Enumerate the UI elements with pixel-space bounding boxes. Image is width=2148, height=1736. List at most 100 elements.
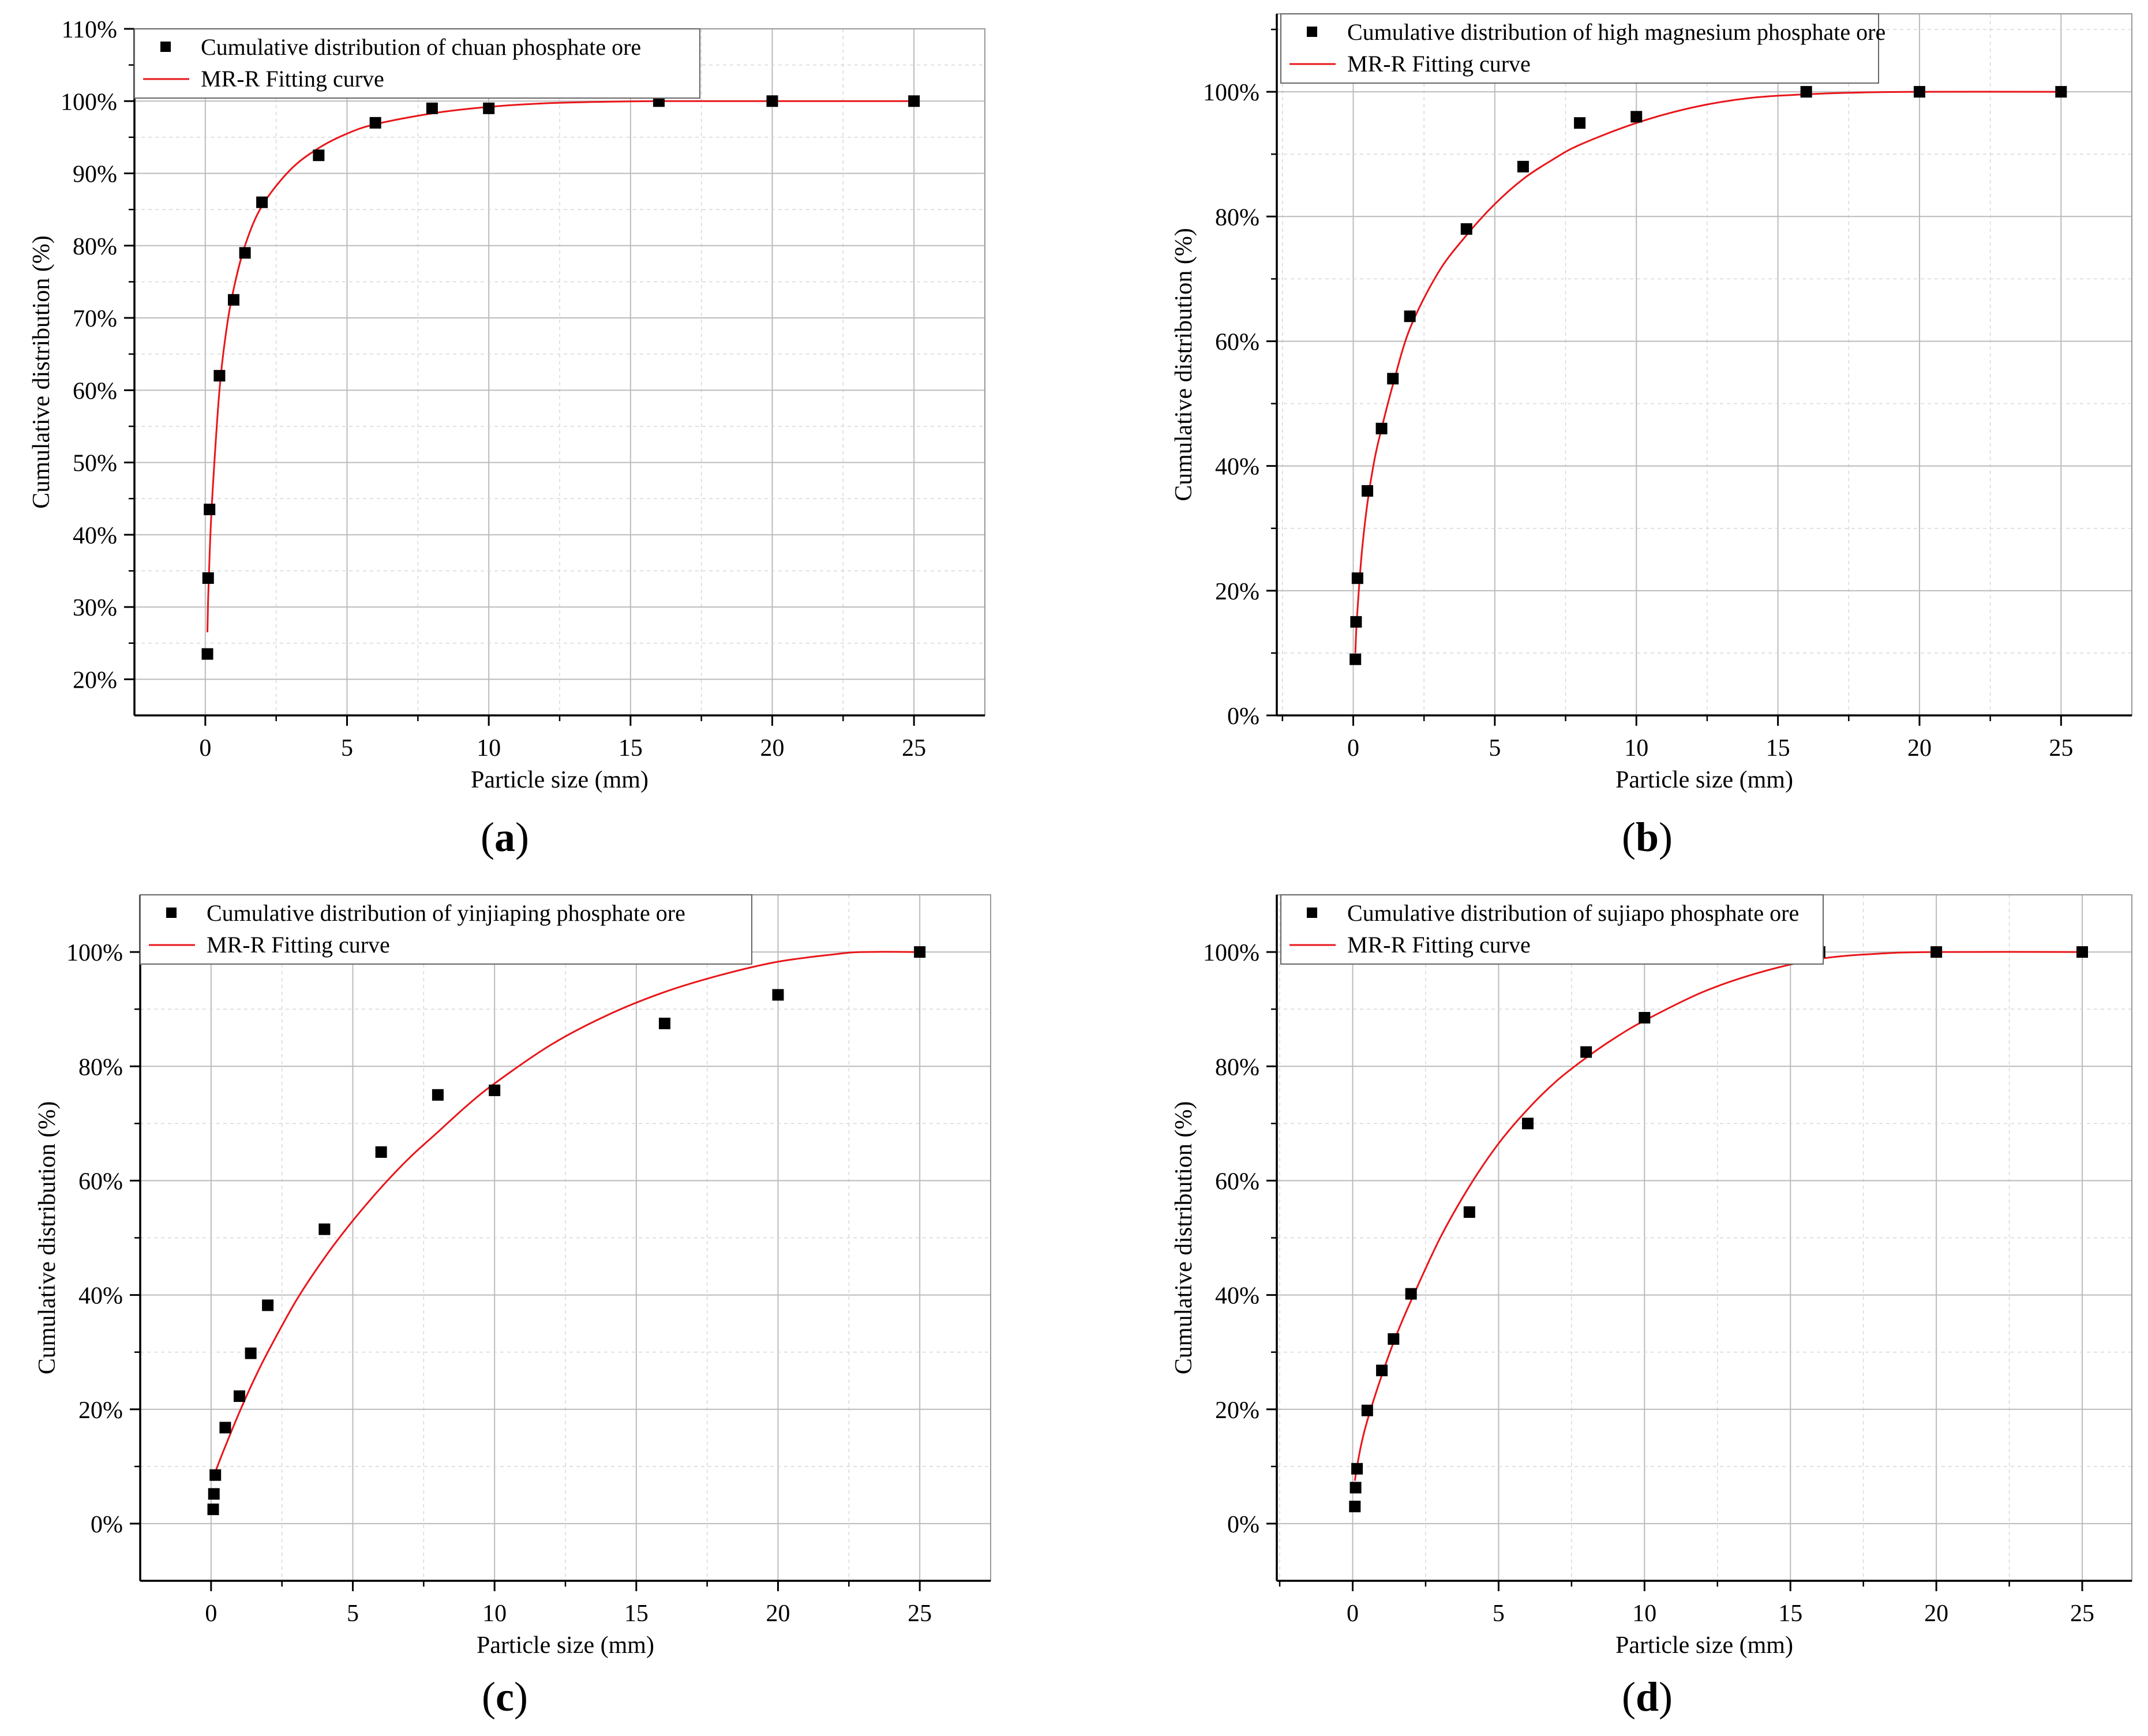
data-point — [1521, 1118, 1534, 1130]
y-tick-label: 110% — [62, 17, 117, 43]
y-tick-label: 0% — [1227, 1512, 1259, 1538]
chart-panel-a: 0 5 10 15 20 25 20% 30% 40% 50% 60% 70% 80% 90% 100% 11… — [0, 0, 1073, 819]
y-tick-label: 80% — [1215, 204, 1259, 231]
y-tick-label: 70% — [73, 306, 117, 332]
caption-a: (a) — [481, 814, 529, 860]
legend-label-points: Cumulative distribution of yinjiaping ph… — [207, 900, 685, 926]
y-tick-label: 40% — [78, 1283, 123, 1310]
chart-panel-b: 0 5 10 15 20 25 0% 20% 40% 60% 80% 100% Particle siz… — [1073, 0, 2148, 819]
data-point — [209, 1469, 222, 1481]
data-points — [1349, 86, 2067, 665]
data-point — [1405, 1288, 1417, 1300]
data-point — [1349, 1482, 1362, 1494]
x-tick-label: 0 — [205, 1600, 217, 1627]
fit-curve-line — [207, 100, 914, 632]
x-tick-label: 25 — [908, 1600, 932, 1627]
y-tick-label: 0% — [91, 1512, 123, 1538]
data-point — [1362, 485, 1374, 497]
data-point — [369, 117, 381, 129]
y-tick-label: 80% — [1215, 1054, 1259, 1081]
data-point — [2076, 946, 2089, 958]
data-point — [375, 1146, 387, 1158]
legend-marker-points — [1307, 27, 1317, 37]
chart-svg-b: 0 5 10 15 20 25 0% 20% 40% 60% 80% 100% Particle siz… — [1171, 13, 2132, 793]
x-tick-label: 10 — [1632, 1600, 1656, 1627]
legend-label-points: Cumulative distribution of high magnesiu… — [1347, 19, 1885, 45]
data-point — [908, 95, 920, 107]
legend-label-points: Cumulative distribution of sujiapo phosp… — [1347, 900, 1799, 926]
x-tick-label: 15 — [618, 735, 643, 762]
plot-area — [1277, 895, 2132, 1581]
legend-box — [134, 28, 700, 99]
data-point — [766, 95, 778, 107]
y-tick-label: 100% — [1203, 940, 1259, 966]
data-point — [219, 1422, 231, 1434]
data-point — [256, 196, 268, 208]
y-tick-label: 100% — [66, 940, 123, 966]
legend-box — [140, 894, 752, 965]
y-tick-label: 60% — [1215, 329, 1259, 355]
data-point — [1639, 1012, 1651, 1024]
data-point — [1913, 86, 1925, 98]
data-point — [1349, 1501, 1361, 1513]
caption-d: (d) — [1621, 1674, 1673, 1720]
data-point — [1580, 1046, 1592, 1058]
y-tick-label: 90% — [73, 162, 117, 188]
data-point — [1463, 1206, 1475, 1218]
data-points — [201, 95, 920, 660]
data-point — [201, 648, 213, 660]
y-tick-label: 40% — [73, 523, 117, 549]
data-point — [227, 294, 239, 306]
data-point — [1388, 1333, 1400, 1345]
legend-label-fit: MR-R Fitting curve — [201, 66, 384, 92]
data-point — [313, 149, 325, 162]
x-axis-title: Particle size (mm) — [477, 1632, 654, 1659]
y-tick-label: 60% — [73, 378, 117, 404]
y-tick-label: 80% — [78, 1054, 123, 1081]
y-axis-title: Cumulative distribution (%) — [1171, 1101, 1197, 1375]
y-tick-label: 20% — [1215, 579, 1259, 605]
y-tick-label: 20% — [73, 667, 117, 693]
y-axis-title: Cumulative distribution (%) — [34, 1101, 61, 1375]
x-tick-label: 10 — [482, 1600, 507, 1627]
x-tick-label: 20 — [766, 1600, 790, 1627]
legend-marker-points — [166, 908, 177, 918]
fit-curve-line — [212, 951, 920, 1481]
chart-svg-c: 0 5 10 15 20 25 0% 20% 40% 60% 80% 100% Particle siz… — [34, 894, 991, 1659]
data-point — [658, 1017, 670, 1029]
data-point — [1349, 653, 1362, 665]
legend-marker-points — [1307, 908, 1317, 918]
data-point — [1375, 422, 1388, 434]
x-tick-label: 5 — [1489, 735, 1501, 762]
x-tick-label: 5 — [347, 1600, 359, 1627]
data-point — [207, 1503, 219, 1516]
caption-d-letter: d — [1635, 1674, 1659, 1720]
grid — [140, 895, 991, 1581]
grid — [134, 29, 985, 715]
chart-panel-d: 0 5 10 15 20 25 0% 20% 40% 60% 80% 100% Particle siz… — [1073, 865, 2148, 1685]
caption-b-letter: b — [1635, 814, 1659, 860]
data-point — [1351, 572, 1363, 584]
x-tick-label: 25 — [2070, 1600, 2094, 1627]
x-tick-label: 20 — [1907, 735, 1932, 762]
data-point — [239, 247, 251, 259]
x-tick-label: 15 — [1778, 1600, 1802, 1627]
data-point — [202, 572, 214, 584]
legend-label-fit: MR-R Fitting curve — [1347, 51, 1531, 77]
data-point — [245, 1347, 257, 1359]
data-point — [1350, 616, 1362, 628]
y-tick-label: 60% — [1215, 1168, 1259, 1195]
caption-b: (b) — [1621, 814, 1673, 860]
chart-svg-d: 0 5 10 15 20 25 0% 20% 40% 60% 80% 100% Particle siz… — [1171, 894, 2132, 1659]
caption-c: (c) — [482, 1674, 528, 1720]
x-tick-label: 5 — [1493, 1600, 1505, 1627]
y-axis-title: Cumulative distribution (%) — [1171, 228, 1197, 501]
data-point — [1460, 223, 1472, 235]
data-point — [1404, 310, 1416, 323]
x-tick-label: 25 — [2049, 735, 2073, 762]
chart-svg-a: 0 5 10 15 20 25 20% 30% 40% 50% 60% 70% 80% 90% 100% 11… — [28, 17, 985, 793]
x-tick-label: 0 — [1347, 735, 1359, 762]
y-axis-title: Cumulative distribution (%) — [28, 235, 55, 509]
data-point — [1574, 117, 1586, 129]
data-point — [2055, 86, 2067, 98]
